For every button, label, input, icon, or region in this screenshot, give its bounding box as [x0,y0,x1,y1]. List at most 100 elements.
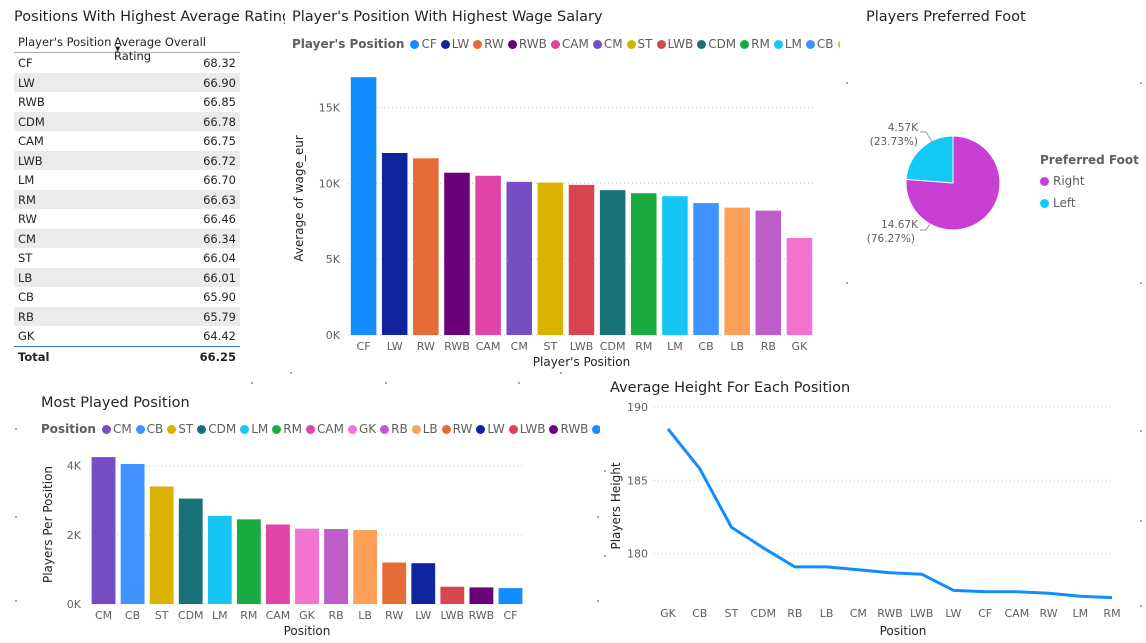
x-tick-label: LWB [910,607,934,620]
table-row[interactable]: CAM 66.75 [14,131,240,151]
legend-label: ST [637,37,653,51]
x-tick-label: GK [792,340,809,353]
legend-item[interactable]: CDM [197,422,236,436]
legend-item[interactable]: RW [473,37,504,51]
legend-item[interactable]: RWB [507,37,547,51]
x-tick-label: CDM [750,607,776,620]
bar-lw [381,153,408,335]
cell-rating: 66.04 [203,251,236,265]
legend-item[interactable]: CM [592,37,623,51]
legend-item[interactable]: LWB [508,422,545,436]
legend-swatch-icon [740,39,750,49]
legend-swatch-icon [549,424,559,434]
foot-chart-visual: Players Preferred Foot 14.67K (76.27%) 4.5… [840,0,1146,375]
legend-label: LB [422,422,438,436]
x-tick-label: RW [385,609,403,622]
legend-item[interactable]: ST [167,422,193,436]
table-row[interactable]: GK 64.42 [14,326,240,346]
legend-item-left[interactable]: Left [1040,196,1139,210]
table-row[interactable]: LM 66.70 [14,170,240,190]
table-row[interactable]: CB 65.90 [14,287,240,307]
border-dot [597,600,599,602]
legend-swatch-icon [380,424,390,434]
legend-item[interactable]: CF [410,37,437,51]
cell-position: LW [18,75,35,90]
table-row[interactable]: LB 66.01 [14,267,240,287]
legend-item[interactable]: LB [837,37,840,51]
table-row[interactable]: CF 68.32 [14,53,240,73]
bar-st [537,182,564,335]
legend-label: LW [487,422,505,436]
legend-item[interactable]: RWB [549,422,588,436]
cell-rating: 66.72 [203,153,236,168]
table-row[interactable]: CDM 66.78 [14,111,240,131]
legend-label: LWB [667,37,694,51]
cell-rating: 66.78 [203,114,236,129]
legend-item[interactable]: LWB [656,37,694,51]
x-tick-label: RB [787,607,802,620]
legend-item[interactable]: RM [740,37,770,51]
legend-item[interactable]: LB [411,422,438,436]
legend-swatch-icon [347,424,357,434]
legend-label: LM [784,37,802,51]
wage-chart-visual: Player's Position With Highest Wage Sala… [285,0,840,375]
x-tick-label: CAM [1005,607,1030,620]
table-row[interactable]: RB 65.79 [14,306,240,326]
y-tick-label: 0K [326,329,341,342]
played-legend: Position CM CB ST CDM LM RM CAM GK RB LB RW LW LWB RWB… [41,422,600,436]
bar-lm [662,196,688,335]
legend-item[interactable]: RM [272,422,302,436]
y-tick-label: 180 [627,548,648,561]
table-row[interactable]: ST 66.04 [14,248,240,268]
legend-label: LW [451,37,470,51]
cell-position: LWB [18,153,43,168]
legend-item[interactable]: CDM [697,37,736,51]
x-tick-label: RW [417,340,435,353]
legend-item[interactable]: CAM [550,37,589,51]
cell-rating: 66.70 [203,173,236,187]
table-row[interactable]: RWB 66.85 [14,92,240,112]
y-tick-label: 4K [67,460,82,473]
legend-item[interactable]: CAM [305,422,344,436]
sort-descending-icon[interactable]: ▼ [115,45,121,53]
table-row[interactable]: RW 66.46 [14,209,240,229]
legend-item[interactable]: RB [380,422,408,436]
legend-item[interactable]: CB [805,37,834,51]
table-row[interactable]: RM 66.63 [14,189,240,209]
wage-chart-svg: 0K 5K 10K 15K CF LW RW RWB CAM CM ST LWB CDM RM LM CB LB… [292,77,815,369]
bar-lwb [440,586,465,604]
legend-item[interactable]: CF [592,422,600,436]
legend-item[interactable]: LM [240,422,268,436]
table-row[interactable]: LWB 66.72 [14,150,240,170]
legend-item[interactable]: LW [440,37,470,51]
played-chart-title: Most Played Position [41,395,190,411]
legend-item[interactable]: CB [135,422,163,436]
cell-rating: 65.79 [203,309,236,324]
x-tick-label: LW [415,609,431,622]
cell-rating: 66.01 [203,270,236,285]
x-tick-label: LB [358,609,372,622]
height-line [666,428,1113,600]
legend-item-right[interactable]: Right [1040,174,1139,188]
legend-item[interactable]: ST [626,37,653,51]
played-chart-svg: 0K 2K 4K CM CB ST CDM LM RM CAM GK RB LB RW LW LWB RWB CF… [41,457,525,638]
table-row[interactable]: LW 66.90 [14,72,240,92]
legend-item[interactable]: CM [101,422,132,436]
x-tick-label: RM [1103,607,1120,620]
x-tick-label: LWB [570,340,594,353]
column-header-rating[interactable]: Average Overall Rating [114,35,206,63]
y-tick-label: 0K [67,598,82,611]
x-tick-label: RB [328,609,343,622]
x-tick-label: ST [725,607,739,620]
cell-rating: 66.63 [203,192,236,207]
legend-item[interactable]: LM [773,37,802,51]
legend-item[interactable]: GK [347,422,376,436]
legend-item[interactable]: LW [476,422,505,436]
legend-label: CAM [561,37,589,51]
table-row[interactable]: CM 66.34 [14,228,240,248]
bar-cb [120,464,145,604]
x-tick-label: CDM [600,340,626,353]
legend-label: RWB [518,37,547,51]
column-header-position[interactable]: Player's Position [18,35,112,49]
legend-item[interactable]: RW [441,422,472,436]
